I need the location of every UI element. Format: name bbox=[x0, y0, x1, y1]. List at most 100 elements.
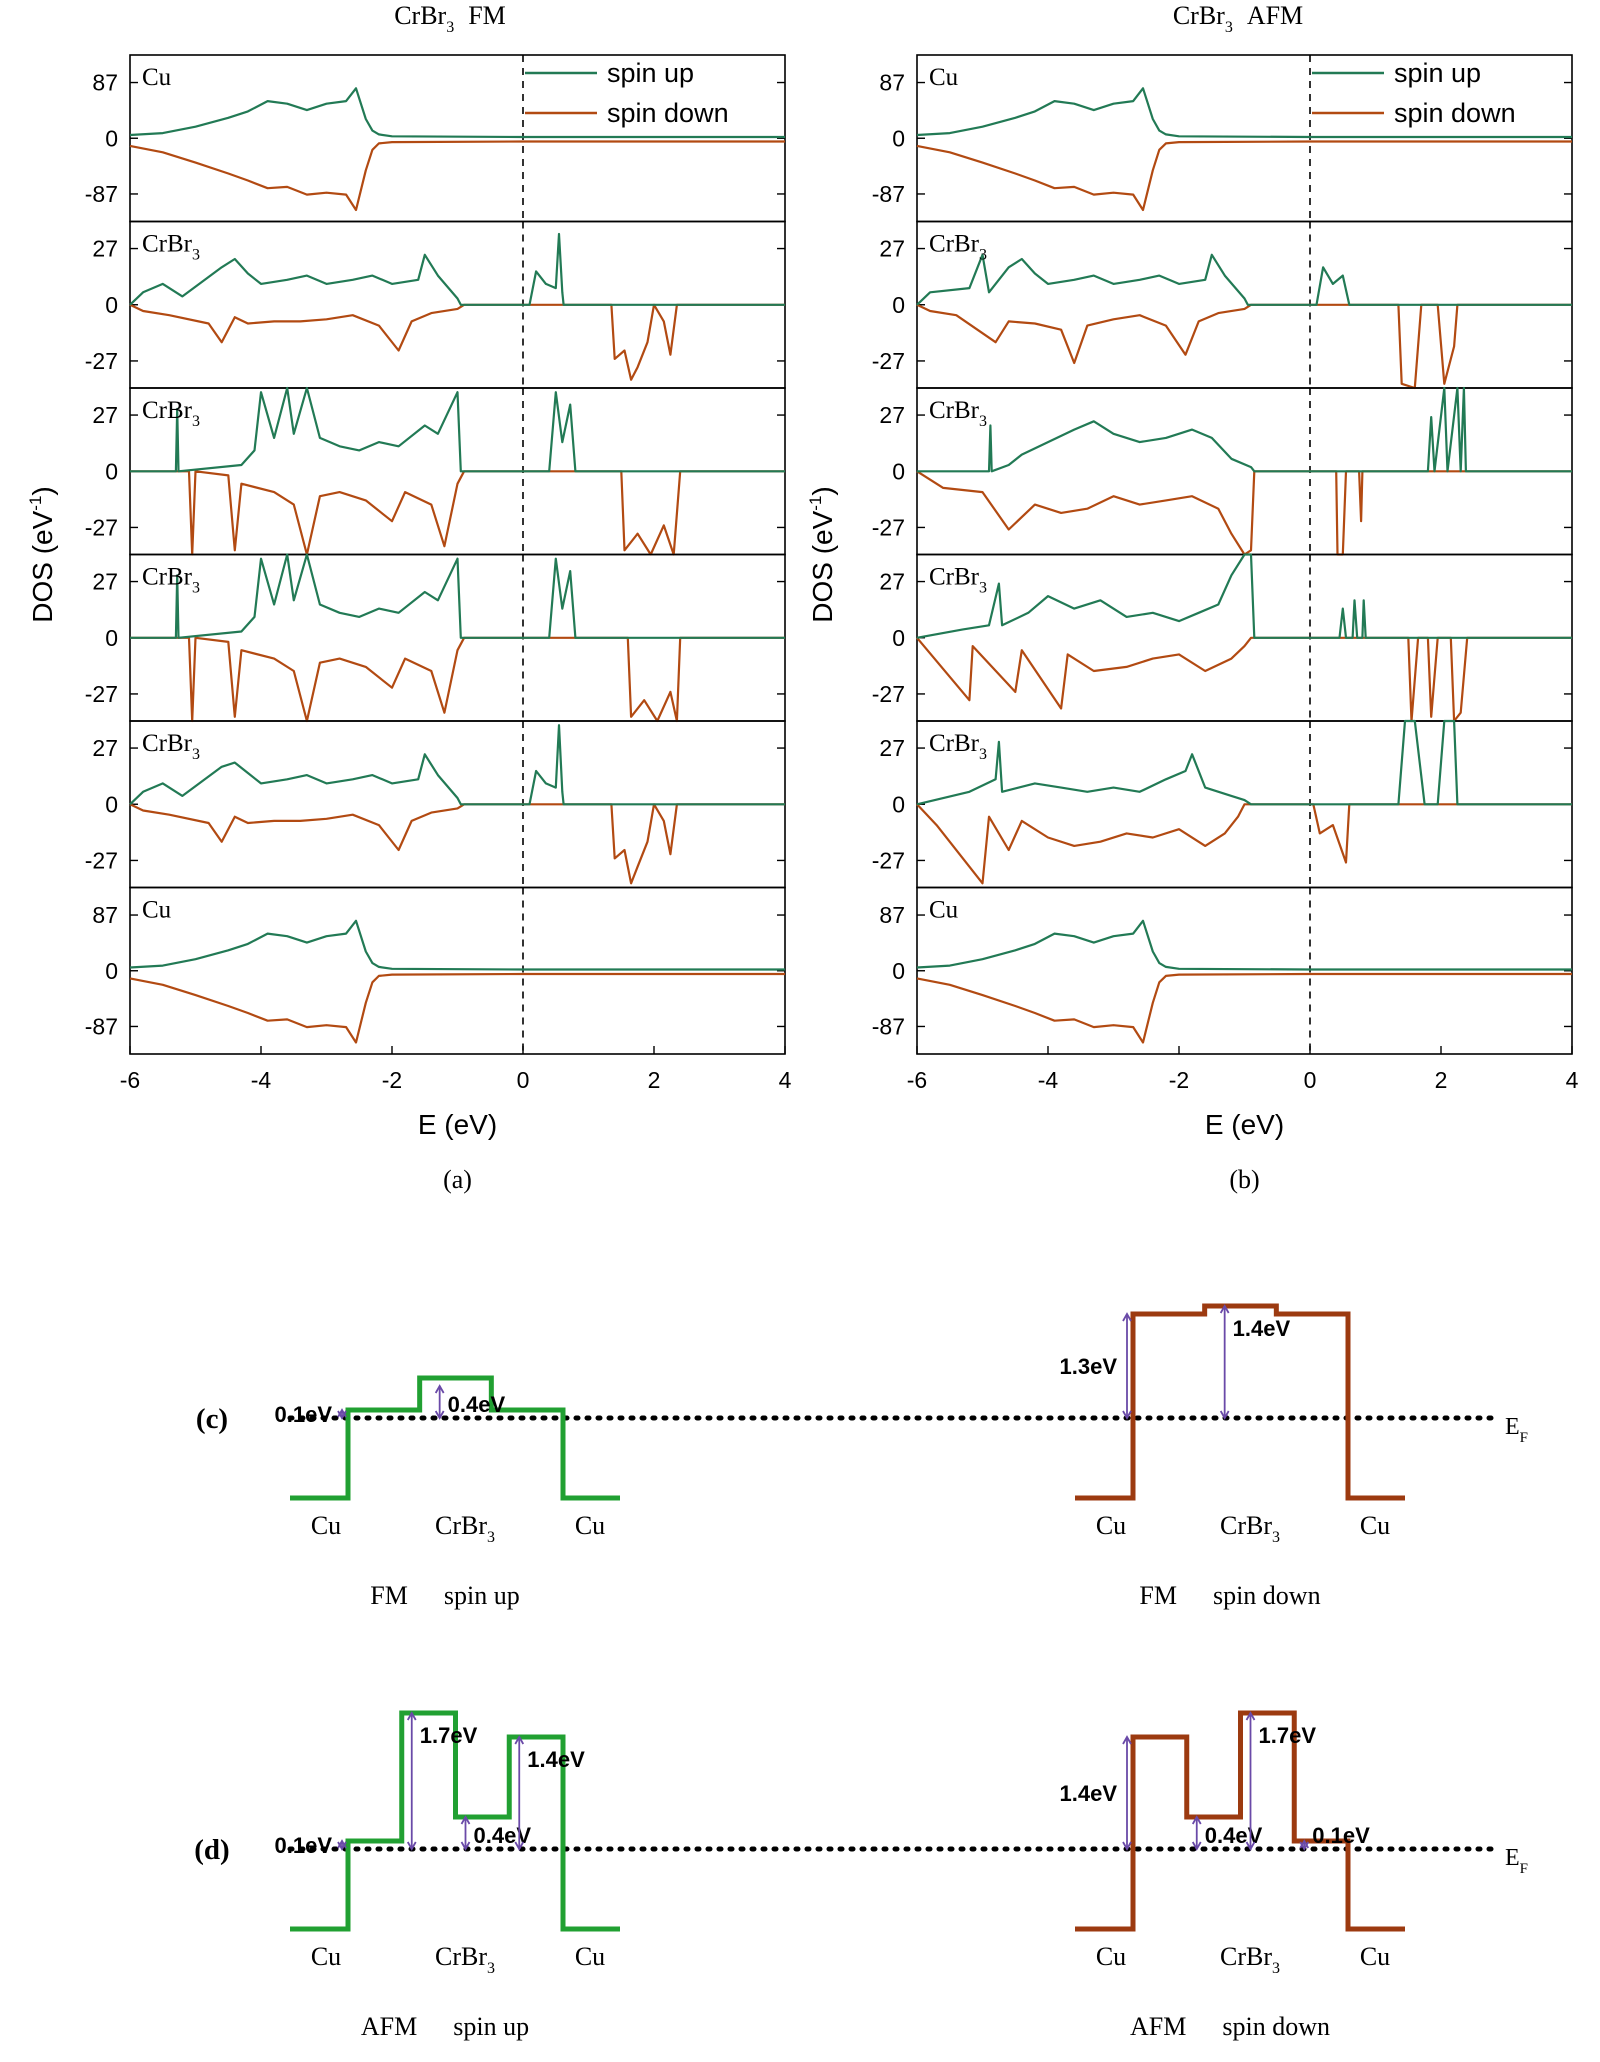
y-tick-label: -27 bbox=[85, 514, 118, 540]
dos-panel: 87 0 -87 Cu bbox=[872, 886, 1573, 1055]
spin-up-series bbox=[129, 87, 785, 139]
panel-label: Cu bbox=[142, 897, 172, 924]
y-tick-label: 0 bbox=[105, 791, 118, 817]
arrow-head bbox=[514, 1841, 525, 1851]
barrier-label: CrBr3 bbox=[435, 1511, 495, 1546]
arrow-head bbox=[1219, 1304, 1230, 1314]
spin-down-series bbox=[129, 803, 785, 885]
level-diagram: 1.3eV 1.4eV Cu CrBr3 Cu FM spin down bbox=[1060, 1303, 1405, 1610]
x-tick-label: -4 bbox=[1038, 1067, 1059, 1093]
gap-label: 0.4eV bbox=[448, 1392, 506, 1417]
x-tick-label: 2 bbox=[1435, 1067, 1448, 1093]
panel-label: Cu bbox=[142, 64, 172, 91]
barrier-profile bbox=[290, 1375, 620, 1501]
y-tick-label: 0 bbox=[105, 958, 118, 984]
legend-spin-up-label: spin up bbox=[1394, 58, 1481, 88]
y-tick-label: 27 bbox=[879, 236, 905, 262]
spin-down-series bbox=[916, 636, 1572, 723]
y-tick-label: -27 bbox=[872, 847, 905, 873]
y-tick-label: 0 bbox=[892, 791, 905, 817]
barrier-profile bbox=[1075, 1710, 1405, 1932]
dos-panel: 27 0 -27 CrBr3 bbox=[872, 220, 1573, 390]
x-tick-label: 0 bbox=[517, 1067, 530, 1093]
dos-panel: 27 0 -27 CrBr3 bbox=[85, 553, 786, 723]
spin-down-series bbox=[130, 636, 785, 723]
y-tick-label: -27 bbox=[85, 847, 118, 873]
arrow-head bbox=[1219, 1410, 1230, 1420]
barrier-profile bbox=[290, 1710, 620, 1932]
y-tick-label: 0 bbox=[892, 958, 905, 984]
y-tick-label: 27 bbox=[879, 402, 905, 428]
spin-up-series bbox=[129, 232, 785, 306]
arrow-head bbox=[406, 1711, 417, 1721]
spin-down-series bbox=[916, 972, 1572, 1044]
spin-down-series bbox=[916, 140, 1572, 212]
spin-down-series bbox=[129, 303, 785, 381]
chart-title: CrBr3 AFM bbox=[1173, 1, 1303, 36]
y-tick-label: 0 bbox=[105, 292, 118, 318]
y-tick-label: -27 bbox=[872, 348, 905, 374]
dos-panel: 87 0 -87 Cu bbox=[872, 54, 1573, 223]
spin-down-series bbox=[129, 140, 785, 212]
gap-label: 1.4eV bbox=[527, 1747, 585, 1772]
gap-label: 0.1eV bbox=[275, 1833, 333, 1858]
y-tick-label: 0 bbox=[892, 292, 905, 318]
y-tick-label: 0 bbox=[105, 625, 118, 651]
panel-label: CrBr3 bbox=[929, 730, 987, 763]
left-electrode-label: Cu bbox=[1096, 1942, 1126, 1971]
arrow-head bbox=[1245, 1711, 1256, 1721]
panel-label: CrBr3 bbox=[142, 397, 200, 430]
spin-up-series bbox=[916, 253, 1572, 306]
arrow-head bbox=[460, 1815, 471, 1825]
arrow-head bbox=[1122, 1410, 1132, 1420]
right-electrode-label: Cu bbox=[575, 1942, 605, 1971]
arrow-head bbox=[1122, 1841, 1132, 1851]
arrow-head bbox=[1122, 1735, 1132, 1745]
y-tick-label: -27 bbox=[872, 514, 905, 540]
y-tick-label: -27 bbox=[872, 681, 905, 707]
y-axis-label: DOS (eV-1) bbox=[806, 486, 838, 622]
y-tick-label: -27 bbox=[85, 681, 118, 707]
arrow-head bbox=[1299, 1841, 1310, 1851]
x-tick-label: -4 bbox=[251, 1067, 272, 1093]
row-label: (c) bbox=[196, 1403, 228, 1435]
arrow-head bbox=[434, 1410, 445, 1420]
panel-frame bbox=[916, 886, 1573, 1055]
spin-down-series bbox=[130, 470, 785, 556]
dos-panel: 27 0 -27 CrBr3 bbox=[85, 720, 786, 889]
spin-up-series bbox=[916, 553, 1572, 639]
gap-label: 1.7eV bbox=[1259, 1723, 1317, 1748]
diagram-caption: FM spin up bbox=[370, 1581, 519, 1610]
spin-up-series bbox=[916, 719, 1572, 806]
arrow-head bbox=[1191, 1815, 1202, 1825]
gap-label: 0.1eV bbox=[1312, 1823, 1370, 1848]
legend-spin-down-label: spin down bbox=[607, 98, 729, 128]
x-tick-label: -6 bbox=[120, 1067, 140, 1093]
chart-caption: (a) bbox=[443, 1165, 472, 1194]
y-tick-label: -87 bbox=[872, 1013, 905, 1039]
dos-panel: 27 0 -27 CrBr3 bbox=[872, 719, 1573, 889]
spin-up-series bbox=[130, 553, 785, 639]
y-tick-label: -87 bbox=[85, 181, 118, 207]
arrow-head bbox=[406, 1841, 417, 1851]
arrow-head bbox=[1122, 1312, 1132, 1322]
spin-up-series bbox=[129, 724, 785, 806]
arrow-head bbox=[1245, 1841, 1256, 1851]
dos-chart-afm: CrBr3 AFM870-87Cu270-27CrBr3270-27CrBr327… bbox=[806, 1, 1579, 1194]
spin-up-series bbox=[129, 919, 785, 971]
dos-panel: 87 0 -87 Cu bbox=[85, 886, 786, 1055]
legend-spin-up-label: spin up bbox=[607, 58, 694, 88]
dos-panel: 27 0 -27 CrBr3 bbox=[872, 553, 1573, 723]
spin-up-series bbox=[917, 386, 1572, 473]
panel-label: CrBr3 bbox=[929, 397, 987, 430]
y-tick-label: 0 bbox=[105, 458, 118, 484]
y-tick-label: -87 bbox=[872, 181, 905, 207]
arrow-head bbox=[514, 1735, 525, 1745]
y-tick-label: 87 bbox=[879, 70, 905, 96]
x-tick-label: -2 bbox=[382, 1067, 402, 1093]
fermi-label: EF bbox=[1505, 1845, 1528, 1877]
spin-down-series bbox=[916, 803, 1572, 885]
right-electrode-label: Cu bbox=[1360, 1511, 1390, 1540]
x-tick-label: 0 bbox=[1304, 1067, 1317, 1093]
